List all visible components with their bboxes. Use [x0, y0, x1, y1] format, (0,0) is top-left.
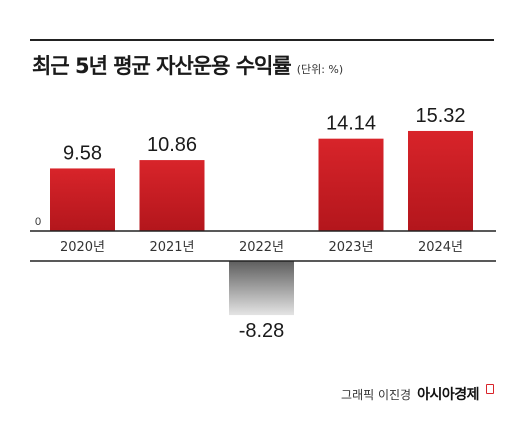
data-label-2020년: 9.58	[63, 142, 102, 164]
bar-2023년	[318, 138, 384, 231]
credit: 그래픽 이진경 아시아경제	[341, 384, 494, 404]
data-label-2022년: -8.28	[239, 320, 285, 342]
x-tick-label-2021년: 2021년	[149, 240, 194, 255]
bar-2024년	[408, 130, 473, 231]
data-label-2021년: 10.86	[147, 134, 197, 156]
unit-label: (단위: %)	[296, 63, 344, 76]
bar-2021년	[139, 160, 205, 231]
top-rule	[30, 39, 494, 41]
bar-2022년	[229, 261, 294, 316]
x-tick-label-2022년: 2022년	[239, 240, 284, 255]
data-label-2023년: 14.14	[326, 113, 376, 135]
credit-text: 그래픽 이진경	[341, 387, 412, 402]
x-tick-label-2020년: 2020년	[60, 240, 105, 255]
brand-logo-text: 아시아경제	[417, 387, 479, 403]
brand-mark-icon	[486, 384, 494, 394]
bar-2020년	[50, 168, 115, 231]
x-tick-label-2024년: 2024년	[418, 240, 463, 255]
data-label-2024년: 15.32	[415, 105, 465, 127]
x-tick-label-2023년: 2023년	[328, 240, 373, 255]
chart-title: 최근 5년 평균 자산운용 수익률 (단위: %)	[32, 50, 343, 80]
chart-title-text: 최근 5년 평균 자산운용 수익률	[32, 54, 292, 78]
y-zero-label: 0	[35, 216, 41, 228]
